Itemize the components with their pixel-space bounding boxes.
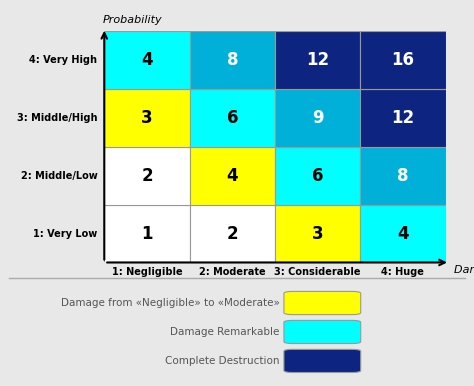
Text: 9: 9 <box>312 109 323 127</box>
Text: 2: Moderate: 2: Moderate <box>199 267 265 277</box>
FancyBboxPatch shape <box>284 349 361 372</box>
FancyBboxPatch shape <box>284 320 361 344</box>
Bar <box>360 147 446 205</box>
Text: 2: Middle/Low: 2: Middle/Low <box>21 171 98 181</box>
Text: 8: 8 <box>227 51 238 69</box>
Bar <box>104 31 190 89</box>
Text: Probability: Probability <box>102 15 162 25</box>
Text: Damage import: Damage import <box>454 266 474 275</box>
Text: 4: Very High: 4: Very High <box>29 55 98 65</box>
Text: Damage from «Negligible» to «Moderate»: Damage from «Negligible» to «Moderate» <box>61 298 280 308</box>
Text: 6: 6 <box>227 109 238 127</box>
Text: 1: Very Low: 1: Very Low <box>33 229 98 239</box>
Text: 16: 16 <box>392 51 414 69</box>
Text: Complete Destruction: Complete Destruction <box>165 356 280 366</box>
Text: Damage Remarkable: Damage Remarkable <box>170 327 280 337</box>
Text: 3: Middle/High: 3: Middle/High <box>17 113 98 123</box>
Bar <box>190 205 275 262</box>
Bar <box>190 147 275 205</box>
Text: 4: 4 <box>141 51 153 69</box>
Bar <box>104 89 190 147</box>
Text: 6: 6 <box>312 167 323 185</box>
Text: 3: 3 <box>141 109 153 127</box>
Text: 3: 3 <box>312 225 323 242</box>
Bar <box>360 31 446 89</box>
Text: 12: 12 <box>392 109 414 127</box>
Bar <box>275 205 360 262</box>
Bar <box>360 205 446 262</box>
FancyBboxPatch shape <box>284 291 361 315</box>
Bar <box>190 89 275 147</box>
Text: 8: 8 <box>397 167 409 185</box>
Text: 3: Considerable: 3: Considerable <box>274 267 361 277</box>
Bar <box>275 147 360 205</box>
Text: 1: Negligible: 1: Negligible <box>112 267 182 277</box>
Bar <box>275 31 360 89</box>
Text: 4: Huge: 4: Huge <box>382 267 424 277</box>
Bar <box>275 89 360 147</box>
Text: 1: 1 <box>141 225 153 242</box>
Bar <box>104 147 190 205</box>
Text: 2: 2 <box>141 167 153 185</box>
Bar <box>190 31 275 89</box>
Bar <box>360 89 446 147</box>
Text: 4: 4 <box>227 167 238 185</box>
Text: 2: 2 <box>227 225 238 242</box>
Text: 12: 12 <box>306 51 329 69</box>
Bar <box>104 205 190 262</box>
Text: 4: 4 <box>397 225 409 242</box>
